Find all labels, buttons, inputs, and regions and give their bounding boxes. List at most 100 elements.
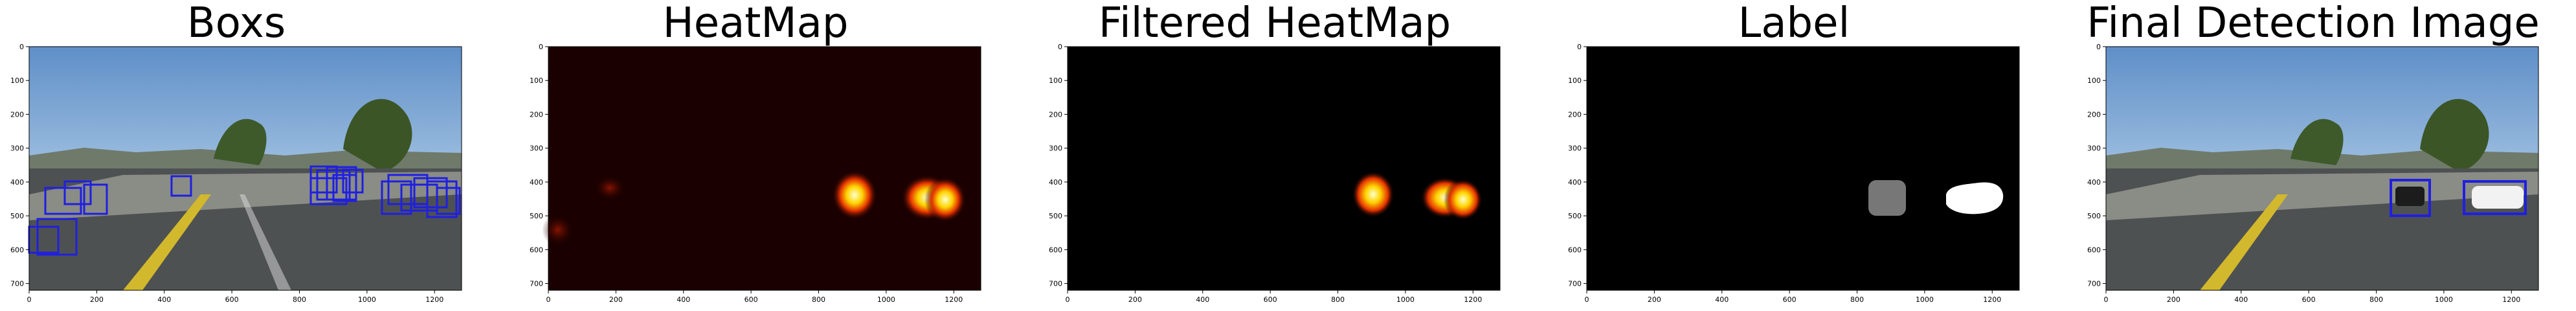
x-tick-label: 1000 [877,295,895,304]
axes [28,46,462,291]
y-tick-label: 600 [530,246,543,254]
y-tick-label: 400 [530,178,543,187]
x-tick-label: 0 [1585,295,1589,304]
y-tick-label: 300 [1049,144,1062,153]
x-tick-label: 400 [1196,295,1209,304]
y-ticks: 0 100 200 300 400 500 600 700 [1568,43,1587,288]
y-tick-label: 200 [530,110,543,119]
y-tick-label: 200 [10,110,24,119]
y-tick-label: 0 [2096,43,2101,51]
final-detection-image: 0 200 400 600 800 1000 1200 0 100 200 300 400 500 60… [2087,43,2539,304]
panel-title: Boxs [186,0,286,47]
x-tick-label: 1200 [1983,295,2001,304]
x-tick-label: 1200 [1464,295,1482,304]
y-ticks: 0 100 200 300 400 500 600 700 [530,43,548,288]
x-tick-label: 800 [2369,295,2383,304]
panel-title: Final Detection Image [2087,0,2540,47]
label-image: 0 200 400 600 800 1000 1200 0 100 200 300 400 500 60… [1568,43,2020,304]
y-tick-label: 500 [530,212,543,220]
panel-title: Filtered HeatMap [1098,0,1451,47]
y-tick-label: 400 [10,178,24,187]
x-tick-label: 200 [609,295,623,304]
x-ticks: 0 200 400 600 800 1000 1200 [1066,290,1482,304]
final-boxes [2390,179,2527,217]
y-tick-label: 500 [1049,212,1062,220]
y-tick-label: 100 [530,76,543,85]
x-tick-label: 800 [293,295,306,304]
y-tick-label: 300 [1568,144,1582,153]
x-tick-label: 1000 [2435,295,2453,304]
x-tick-label: 600 [2302,295,2316,304]
x-tick-label: 200 [2167,295,2180,304]
x-tick-label: 800 [1331,295,1345,304]
y-ticks: 0 100 200 300 400 500 600 700 [2087,43,2106,288]
x-tick-label: 0 [546,295,551,304]
y-tick-label: 100 [1568,76,1582,85]
x-ticks: 0 200 400 600 800 1000 1200 [1585,290,2001,304]
y-tick-label: 300 [10,144,24,153]
x-tick-label: 400 [157,295,171,304]
label-blob-white [1946,182,2004,214]
y-tick-label: 700 [1049,280,1062,288]
x-tick-label: 800 [1850,295,1864,304]
y-tick-label: 0 [539,43,543,51]
x-tick-label: 400 [677,295,690,304]
x-tick-label: 200 [1648,295,1661,304]
x-tick-label: 0 [1066,295,1070,304]
x-tick-label: 600 [1783,295,1797,304]
y-ticks: 0 100 200 300 400 500 600 700 [1049,43,1068,288]
y-tick-label: 700 [1568,280,1582,288]
y-tick-label: 0 [19,43,24,51]
y-tick-label: 500 [1568,212,1582,220]
y-tick-label: 200 [1049,110,1062,119]
y-tick-label: 700 [10,280,24,288]
heatmap-image: 0 200 400 600 800 1000 1200 0 100 200 300 400 500 60… [530,43,981,304]
y-tick-label: 500 [10,212,24,220]
x-ticks: 0 200 400 600 800 1000 1200 [546,290,963,304]
y-tick-label: 0 [1577,43,1582,51]
filtered-heatmap-image: 0 200 400 600 800 1000 1200 0 100 200 300 400 500 60… [1049,43,1501,304]
panel-final-detection: Final Detection Image [2083,0,2543,311]
x-tick-label: 1200 [2502,295,2520,304]
scene-photo [29,47,462,290]
y-tick-label: 700 [2087,280,2101,288]
x-tick-label: 1000 [1396,295,1415,304]
y-tick-label: 700 [530,280,543,288]
x-tick-label: 200 [1128,295,1142,304]
panel-title: HeatMap [662,0,849,47]
y-ticks: 0 100 200 300 400 500 600 700 [10,43,29,288]
y-tick-label: 600 [10,246,24,254]
x-tick-label: 1000 [1916,295,1934,304]
y-tick-label: 600 [2087,246,2101,254]
y-tick-label: 300 [2087,144,2101,153]
y-tick-label: 600 [1049,246,1062,254]
x-tick-label: 1200 [425,295,443,304]
x-tick-label: 200 [90,295,104,304]
y-tick-label: 200 [2087,110,2101,119]
x-tick-label: 600 [225,295,239,304]
panel-label: Label 0 200 400 600 800 1000 1200 0 100 200 300 40… [1564,0,2024,311]
x-tick-label: 0 [2104,295,2109,304]
y-tick-label: 300 [530,144,543,153]
y-tick-label: 100 [1049,76,1062,85]
y-tick-label: 100 [10,76,24,85]
x-tick-label: 400 [2234,295,2248,304]
scene-photo [2106,47,2538,290]
panel-boxes: Boxs [6,0,466,311]
x-tick-label: 400 [1715,295,1729,304]
y-tick-label: 400 [1568,178,1582,187]
x-ticks: 0 200 400 600 800 1000 1200 [2104,290,2520,304]
x-tick-label: 0 [27,295,32,304]
x-ticks: 0 200 400 600 800 1000 1200 [27,290,443,304]
y-tick-label: 0 [1058,43,1062,51]
boxes-image: 0 200 400 600 800 1000 1200 0 100 200 300 400 500 60… [10,43,462,304]
detection-boxes [28,165,461,256]
x-tick-label: 1000 [358,295,376,304]
panel-title: Label [1738,0,1850,47]
panel-filtered-heatmap: Filtered HeatMap 0 200 400 600 800 1000 1200 0… [1045,0,1505,311]
y-tick-label: 200 [1568,110,1582,119]
panel-heatmap: HeatMap 0 200 400 600 800 100 [526,0,985,311]
x-tick-label: 800 [812,295,825,304]
y-tick-label: 100 [2087,76,2101,85]
x-tick-label: 600 [1264,295,1277,304]
